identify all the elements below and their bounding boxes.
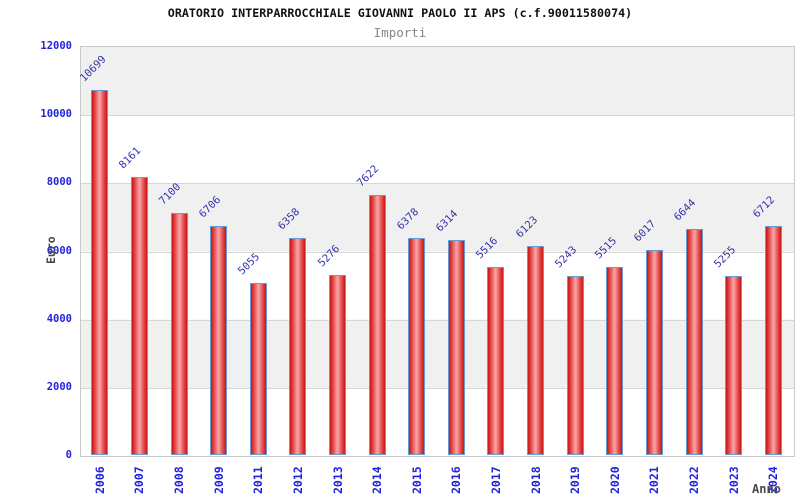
bar-2016 <box>447 239 465 455</box>
x-tick-label-2021: 2021 <box>647 466 662 494</box>
bar-2009 <box>210 226 228 455</box>
bar-2008 <box>170 213 188 455</box>
x-tick-label-2023: 2023 <box>726 466 741 494</box>
x-tick-label-2015: 2015 <box>409 466 424 494</box>
bar-2015 <box>408 237 426 455</box>
y-axis-title: Euro <box>44 236 58 264</box>
bar-2012 <box>289 238 307 455</box>
x-tick-label-2016: 2016 <box>449 466 464 494</box>
bar-2019 <box>566 276 584 455</box>
chart-title: ORATORIO INTERPARROCCHIALE GIOVANNI PAOL… <box>167 6 633 20</box>
x-tick-label-2011: 2011 <box>251 466 266 494</box>
x-tick-label-2012: 2012 <box>290 466 305 494</box>
bar-2023 <box>725 275 743 455</box>
chart-subtitle: Importi <box>373 25 427 40</box>
bar-2006 <box>91 90 109 455</box>
x-tick-label-2006: 2006 <box>92 466 107 494</box>
gridline <box>81 115 794 117</box>
bar-2007 <box>130 176 148 455</box>
x-axis-title: Anno <box>752 482 781 496</box>
bar-2018 <box>527 246 544 455</box>
y-tick-label: 0 <box>65 449 72 461</box>
x-tick-label-2017: 2017 <box>488 466 503 494</box>
y-tick-label: 2000 <box>46 380 72 393</box>
bar-2014 <box>368 195 386 455</box>
x-tick-label-2007: 2007 <box>132 466 147 494</box>
gridline <box>81 319 794 321</box>
y-tick-label: 6000 <box>46 244 72 257</box>
x-tick-label-2009: 2009 <box>211 466 226 494</box>
y-tick-label: 12000 <box>40 40 72 52</box>
gridline <box>81 387 794 389</box>
x-tick-label-2022: 2022 <box>687 466 701 494</box>
x-tick-label-2019: 2019 <box>568 466 583 494</box>
bar-2020 <box>606 267 624 455</box>
x-tick-label-2013: 2013 <box>330 466 345 494</box>
x-tick-label-2014: 2014 <box>370 466 385 494</box>
y-tick-label: 8000 <box>46 176 72 189</box>
gridline <box>81 251 794 253</box>
x-tick-label-2008: 2008 <box>172 466 186 494</box>
bar-2011 <box>249 282 267 455</box>
x-tick-label-2018: 2018 <box>528 466 543 494</box>
bar-2013 <box>329 275 346 455</box>
bar-2017 <box>487 267 505 455</box>
bar-2022 <box>685 228 703 455</box>
y-tick-label: 10000 <box>40 108 72 121</box>
bar-2021 <box>645 249 663 455</box>
x-tick-label-2020: 2020 <box>607 466 622 494</box>
gridline <box>81 183 794 185</box>
bar-2024 <box>764 226 782 455</box>
y-tick-label: 4000 <box>46 312 72 325</box>
plot-area <box>80 46 795 457</box>
